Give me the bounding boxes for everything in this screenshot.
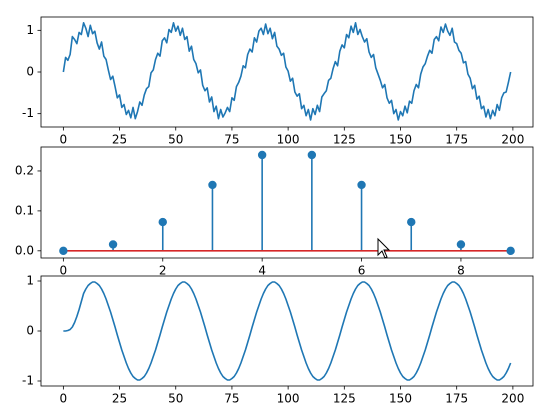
y-tick-label: 1 <box>26 274 34 288</box>
stem-marker <box>357 180 366 190</box>
x-tick-label: 150 <box>389 133 412 147</box>
x-tick-label: 0 <box>60 133 68 147</box>
x-tick-label: 0 <box>60 392 68 406</box>
y-tick-label: 1 <box>26 23 34 37</box>
x-tick-label: 125 <box>333 133 356 147</box>
x-tick-label: 50 <box>168 133 183 147</box>
stem-marker <box>158 217 167 227</box>
x-tick-label: 8 <box>457 264 465 278</box>
mouse-cursor <box>377 237 391 259</box>
x-tick-label: 25 <box>112 133 127 147</box>
x-tick-label: 6 <box>358 264 366 278</box>
stem-marker <box>456 240 466 249</box>
y-tick-label: 0 <box>26 324 34 338</box>
x-tick-label: 175 <box>445 133 468 147</box>
y-tick-label: -1 <box>22 374 34 388</box>
stem-marker <box>307 150 317 160</box>
x-tick-label: 150 <box>389 392 412 406</box>
y-tick-label: 0.2 <box>15 163 34 177</box>
stem-marker <box>59 246 68 256</box>
x-tick-label: 100 <box>277 133 300 147</box>
axes-frame <box>40 16 534 128</box>
x-tick-label: 0 <box>60 264 68 278</box>
axes-frame <box>40 275 534 387</box>
x-tick-label: 200 <box>501 133 524 147</box>
stem-marker <box>257 150 267 160</box>
x-tick-label: 125 <box>333 392 356 406</box>
stem-marker <box>407 217 416 227</box>
axes-frame <box>40 146 534 259</box>
y-tick-label: 0.1 <box>15 203 34 217</box>
x-tick-label: 100 <box>277 392 300 406</box>
stem-marker <box>506 246 515 256</box>
x-tick-label: 25 <box>112 392 127 406</box>
x-tick-label: 75 <box>224 392 239 406</box>
x-tick-label: 175 <box>445 392 468 406</box>
stem-marker <box>208 180 217 190</box>
x-tick-label: 200 <box>501 392 524 406</box>
signal-line <box>63 281 512 381</box>
x-tick-label: 50 <box>168 392 183 406</box>
x-tick-label: 2 <box>159 264 167 278</box>
x-tick-label: 75 <box>224 133 239 147</box>
stem-marker <box>108 240 118 249</box>
y-tick-label: 0.0 <box>15 243 34 257</box>
y-tick-label: 0 <box>26 65 34 79</box>
y-tick-label: -1 <box>22 106 34 120</box>
signal-line <box>62 22 512 121</box>
x-tick-label: 4 <box>258 264 266 278</box>
